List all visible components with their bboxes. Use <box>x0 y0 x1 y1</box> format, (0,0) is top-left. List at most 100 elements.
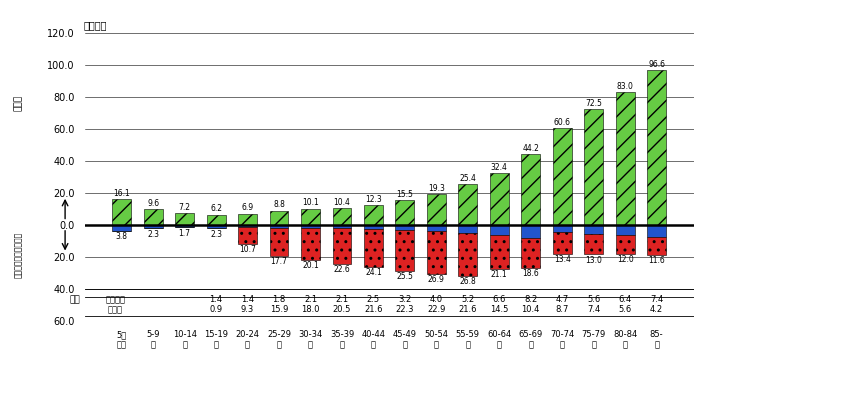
Text: 10.4: 10.4 <box>521 305 540 314</box>
Bar <box>332 208 351 225</box>
Text: 22.3: 22.3 <box>396 305 415 314</box>
Bar <box>585 233 603 254</box>
Bar <box>395 225 415 230</box>
Text: 内訳: 内訳 <box>69 295 80 304</box>
Text: 19.3: 19.3 <box>428 184 445 192</box>
Text: 5.2: 5.2 <box>461 295 475 304</box>
Bar <box>206 225 226 229</box>
Text: 9.3: 9.3 <box>241 305 254 314</box>
Bar <box>459 233 477 276</box>
Bar <box>521 225 541 238</box>
Text: 4.2: 4.2 <box>650 305 663 314</box>
Text: 12.3: 12.3 <box>365 195 382 204</box>
Text: 3.8: 3.8 <box>116 232 128 241</box>
Bar <box>521 238 541 268</box>
Text: 6.4: 6.4 <box>618 295 632 304</box>
Bar <box>616 92 634 225</box>
Bar <box>585 109 603 225</box>
Bar <box>206 215 226 225</box>
Text: 7.4: 7.4 <box>587 305 601 314</box>
Bar <box>521 154 541 225</box>
Bar <box>175 213 194 225</box>
Text: 26.8: 26.8 <box>459 277 476 286</box>
Bar <box>364 205 383 225</box>
Text: 25.5: 25.5 <box>397 272 414 281</box>
Bar <box>238 227 257 244</box>
Bar <box>364 225 383 229</box>
Text: 2.1: 2.1 <box>304 295 317 304</box>
Text: 1.4: 1.4 <box>241 295 254 304</box>
Bar <box>270 228 288 256</box>
Bar <box>395 200 415 225</box>
Bar <box>427 194 446 225</box>
Bar <box>270 225 288 228</box>
Text: 12.0: 12.0 <box>617 255 634 264</box>
Text: 17.7: 17.7 <box>271 257 288 266</box>
Text: 2.5: 2.5 <box>367 295 380 304</box>
Text: 保険料: 保険料 <box>108 305 123 314</box>
Text: 25.4: 25.4 <box>459 174 476 183</box>
Bar <box>301 228 320 260</box>
Text: 1.7: 1.7 <box>179 229 190 238</box>
Bar <box>459 184 477 225</box>
Text: 7.2: 7.2 <box>179 203 190 212</box>
Bar <box>552 225 572 232</box>
Text: 6.9: 6.9 <box>241 203 254 212</box>
Text: 10.1: 10.1 <box>302 198 319 207</box>
Text: 医療費: 医療費 <box>14 95 23 111</box>
Text: 自己負担額及び保険料: 自己負担額及び保険料 <box>14 232 23 278</box>
Text: 21.1: 21.1 <box>491 270 508 279</box>
Text: 4.7: 4.7 <box>556 295 569 304</box>
Text: 22.6: 22.6 <box>333 266 350 275</box>
Text: 44.2: 44.2 <box>522 144 539 153</box>
Bar <box>490 173 508 225</box>
Text: 8.8: 8.8 <box>273 200 285 209</box>
Text: 60.6: 60.6 <box>553 118 571 127</box>
Text: 6.2: 6.2 <box>210 205 222 213</box>
Bar <box>552 232 572 254</box>
Bar <box>270 210 288 225</box>
Text: 1.8: 1.8 <box>272 295 286 304</box>
Text: 2.3: 2.3 <box>210 230 222 239</box>
Bar <box>616 225 634 235</box>
Text: 21.6: 21.6 <box>459 305 477 314</box>
Bar <box>490 225 508 235</box>
Bar <box>113 199 131 225</box>
Text: 21.6: 21.6 <box>364 305 382 314</box>
Text: 7.4: 7.4 <box>650 295 663 304</box>
Bar <box>332 228 351 264</box>
Text: 10.7: 10.7 <box>239 245 256 254</box>
Bar <box>585 225 603 233</box>
Text: 26.9: 26.9 <box>428 275 445 284</box>
Text: 16.1: 16.1 <box>113 189 130 198</box>
Text: 13.0: 13.0 <box>585 256 602 265</box>
Text: 2.3: 2.3 <box>147 230 159 239</box>
Bar <box>427 225 446 231</box>
Text: 2.1: 2.1 <box>335 295 349 304</box>
Text: 8.2: 8.2 <box>525 295 537 304</box>
Bar <box>490 235 508 269</box>
Text: 20.1: 20.1 <box>302 261 319 270</box>
Bar <box>332 225 351 228</box>
Text: 22.9: 22.9 <box>427 305 446 314</box>
Text: 13.4: 13.4 <box>554 255 571 264</box>
Text: 9.6: 9.6 <box>147 199 159 208</box>
Bar <box>301 225 320 228</box>
Text: 72.5: 72.5 <box>585 99 602 108</box>
Text: 18.0: 18.0 <box>301 305 320 314</box>
Bar <box>144 209 162 225</box>
Text: 10.4: 10.4 <box>333 198 350 207</box>
Text: 5.6: 5.6 <box>618 305 632 314</box>
Bar <box>459 225 477 233</box>
Text: 20.5: 20.5 <box>332 305 351 314</box>
Text: 14.5: 14.5 <box>490 305 508 314</box>
Text: 自己負担: 自己負担 <box>106 295 125 304</box>
Bar <box>301 208 320 225</box>
Bar <box>175 225 194 227</box>
Text: 5.6: 5.6 <box>587 295 601 304</box>
Text: （万円）: （万円） <box>84 20 107 30</box>
Text: 4.0: 4.0 <box>430 295 443 304</box>
Text: 96.6: 96.6 <box>648 60 665 69</box>
Bar <box>552 128 572 225</box>
Text: 3.2: 3.2 <box>398 295 411 304</box>
